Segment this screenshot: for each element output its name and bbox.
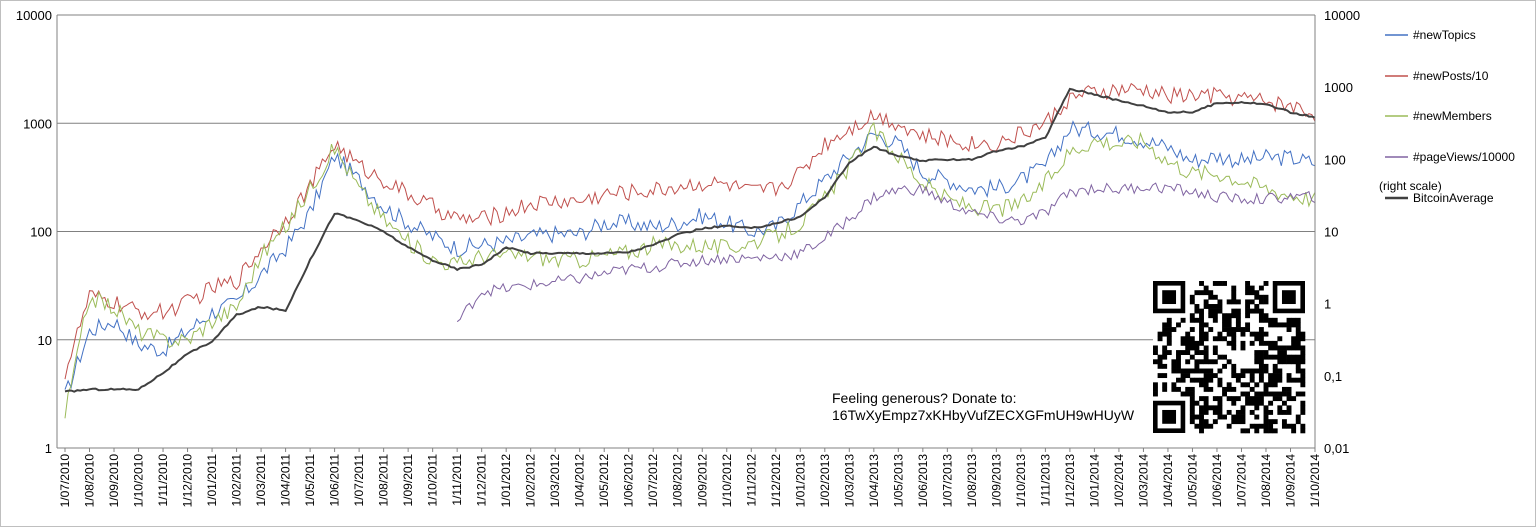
left-tick-label: 1 (45, 441, 52, 456)
x-tick-label: 1/07/2014 (1234, 454, 1248, 508)
x-tick-label: 1/10/2014 (1308, 454, 1322, 508)
left-tick-label: 10000 (16, 8, 52, 23)
x-tick-label: 1/09/2014 (1283, 454, 1297, 508)
donation-note: Feeling generous? Donate to: 16TwXyEmpz7… (832, 390, 1135, 423)
x-tick-label: 1/12/2011 (475, 454, 489, 507)
x-tick-label: 1/08/2010 (83, 454, 97, 508)
series-line-newtopics (64, 120, 1316, 390)
x-tick-label: 1/10/2013 (1014, 454, 1028, 508)
x-tick-label: 1/08/2012 (671, 454, 685, 508)
series-line-bitcoinaverage (64, 87, 1316, 393)
left-tick-label: 1000 (23, 116, 52, 131)
x-tick-label: 1/05/2014 (1185, 454, 1199, 508)
x-tick-label: 1/05/2013 (891, 454, 905, 508)
x-tick-label: 1/04/2014 (1161, 454, 1175, 508)
x-tick-label: 1/05/2012 (597, 454, 611, 508)
right-tick-label: 10000 (1324, 8, 1360, 23)
x-tick-label: 1/06/2014 (1210, 454, 1224, 508)
legend-label-bitcoinaverage: BitcoinAverage (1413, 191, 1494, 205)
x-tick-label: 1/09/2011 (401, 454, 415, 507)
x-tick-label: 1/07/2012 (646, 454, 660, 508)
x-tick-label: 1/10/2010 (132, 454, 146, 508)
left-tick-label: 100 (30, 225, 52, 240)
x-tick-label: 1/11/2011 (450, 454, 464, 506)
x-tick-label: 1/04/2012 (573, 454, 587, 508)
x-tick-label: 1/12/2010 (181, 454, 195, 508)
donation-line-1: Feeling generous? Donate to: (832, 390, 1016, 406)
x-tick-label: 1/01/2013 (793, 454, 807, 508)
x-tick-label: 1/02/2012 (524, 454, 538, 508)
x-tick-label: 1/01/2012 (499, 454, 513, 508)
x-tick-label: 1/09/2010 (107, 454, 121, 508)
series-line-newposts10 (64, 82, 1316, 380)
qr-code-icon (1153, 281, 1306, 434)
x-tick-label: 1/07/2010 (58, 454, 72, 508)
series-line-pageviews10000 (456, 182, 1316, 323)
x-tick-label: 1/06/2012 (622, 454, 636, 508)
right-tick-label: 1000 (1324, 80, 1353, 95)
x-tick-label: 1/07/2013 (940, 454, 954, 508)
x-tick-label: 1/01/2014 (1087, 454, 1101, 508)
legend-right-scale-note: (right scale) (1379, 179, 1442, 193)
x-tick-label: 1/12/2012 (769, 454, 783, 508)
x-tick-label: 1/03/2011 (254, 454, 268, 507)
x-tick-label: 1/10/2012 (720, 454, 734, 508)
x-tick-label: 1/03/2012 (548, 454, 562, 508)
legend-label-newtopics: #newTopics (1413, 28, 1476, 42)
right-tick-label: 10 (1324, 225, 1338, 240)
x-tick-label: 1/10/2011 (426, 454, 440, 507)
legend-label-newposts: #newPosts/10 (1413, 69, 1489, 83)
x-axis-ticks: 1/07/2010 1/08/2010 1/09/2010 1/10/2010 1/11… (58, 448, 1322, 507)
x-tick-label: 1/02/2013 (818, 454, 832, 508)
series-lines (64, 82, 1316, 419)
x-tick-label: 1/11/2013 (1038, 454, 1052, 507)
right-tick-label: 1 (1324, 297, 1331, 312)
x-tick-label: 1/02/2011 (230, 454, 244, 507)
x-tick-label: 1/02/2014 (1112, 454, 1126, 508)
x-tick-label: 1/03/2013 (842, 454, 856, 508)
legend-label-pageviews: #pageViews/10000 (1413, 150, 1515, 164)
left-axis-ticks: 1 10 100 1000 10000 (16, 8, 52, 456)
right-tick-label: 100 (1324, 152, 1346, 167)
x-tick-label: 1/08/2014 (1259, 454, 1273, 508)
series-line-newmembers (64, 121, 1316, 419)
x-tick-label: 1/08/2013 (965, 454, 979, 508)
x-tick-label: 1/01/2011 (205, 454, 219, 507)
x-tick-label: 1/04/2013 (867, 454, 881, 508)
right-axis-ticks: 0,01 0,1 1 10 100 1000 10000 (1324, 8, 1360, 456)
left-tick-label: 10 (38, 333, 52, 348)
x-tick-label: 1/04/2011 (279, 454, 293, 507)
x-tick-label: 1/09/2013 (989, 454, 1003, 508)
x-tick-label: 1/11/2010 (156, 454, 170, 507)
legend: #newTopics #newPosts/10 #newMembers #pag… (1379, 28, 1515, 205)
x-tick-label: 1/06/2013 (916, 454, 930, 508)
x-tick-label: 1/11/2012 (744, 454, 758, 507)
x-tick-label: 1/07/2011 (352, 454, 366, 507)
right-tick-label: 0,1 (1324, 369, 1342, 384)
donation-line-2: 16TwXyEmpz7xKHbyVufZECXGFmUH9wHUyW (832, 407, 1135, 423)
x-tick-label: 1/06/2011 (328, 454, 342, 507)
right-tick-label: 0,01 (1324, 441, 1349, 456)
x-tick-label: 1/05/2011 (303, 454, 317, 507)
x-tick-label: 1/08/2011 (377, 454, 391, 507)
x-tick-label: 1/09/2012 (695, 454, 709, 508)
legend-label-newmembers: #newMembers (1413, 109, 1492, 123)
x-tick-label: 1/12/2013 (1063, 454, 1077, 508)
x-tick-label: 1/03/2014 (1136, 454, 1150, 508)
